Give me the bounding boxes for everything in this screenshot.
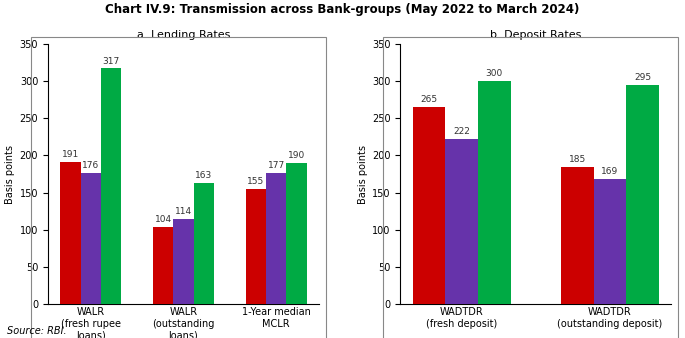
Text: 155: 155 xyxy=(247,177,264,186)
Bar xyxy=(561,167,594,304)
Title: b. Deposit Rates: b. Deposit Rates xyxy=(490,30,582,40)
Bar xyxy=(412,107,445,304)
Bar xyxy=(626,85,659,304)
Bar xyxy=(153,227,173,304)
Y-axis label: Basis points: Basis points xyxy=(5,145,16,203)
Text: 190: 190 xyxy=(288,151,305,160)
Text: 265: 265 xyxy=(421,95,438,104)
Text: 295: 295 xyxy=(634,73,651,82)
Bar xyxy=(266,173,286,304)
Bar xyxy=(173,219,194,304)
Text: Chart IV.9: Transmission across Bank-groups (May 2022 to March 2024): Chart IV.9: Transmission across Bank-gro… xyxy=(105,3,580,16)
Bar xyxy=(445,139,478,304)
Text: 185: 185 xyxy=(569,155,586,164)
Bar xyxy=(286,163,307,304)
Bar xyxy=(594,178,626,304)
Text: 169: 169 xyxy=(601,167,619,175)
Text: 222: 222 xyxy=(453,127,470,136)
Bar xyxy=(245,189,266,304)
Text: 104: 104 xyxy=(155,215,172,224)
Text: 176: 176 xyxy=(82,161,99,170)
Text: Source: RBI.: Source: RBI. xyxy=(7,326,66,336)
Title: a. Lending Rates: a. Lending Rates xyxy=(137,30,230,40)
Bar xyxy=(101,69,121,304)
Text: 317: 317 xyxy=(103,56,120,66)
Text: 163: 163 xyxy=(195,171,212,180)
Y-axis label: Basis points: Basis points xyxy=(358,145,368,203)
Bar xyxy=(194,183,214,304)
Text: 300: 300 xyxy=(486,69,503,78)
Text: 177: 177 xyxy=(267,161,285,170)
Bar xyxy=(60,162,81,304)
Bar xyxy=(478,81,510,304)
Text: 191: 191 xyxy=(62,150,79,159)
Text: 114: 114 xyxy=(175,208,192,216)
Bar xyxy=(81,173,101,304)
